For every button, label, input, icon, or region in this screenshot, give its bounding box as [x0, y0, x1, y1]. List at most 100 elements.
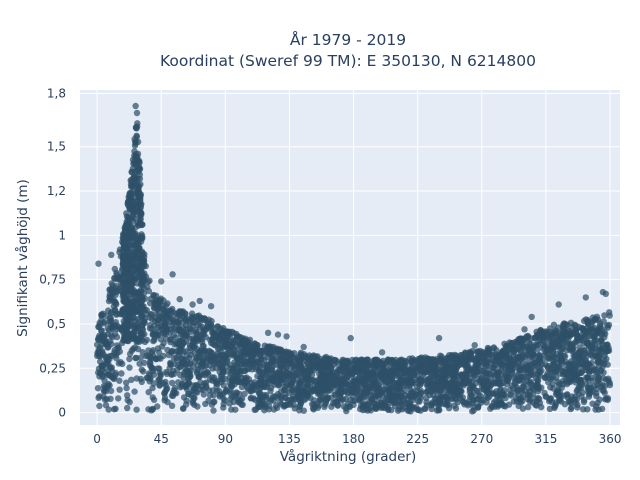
data-point [308, 387, 315, 395]
data-point [308, 353, 316, 361]
data-point [168, 402, 176, 409]
data-point [400, 382, 407, 389]
data-point [295, 357, 302, 365]
data-point [601, 382, 609, 390]
data-point [388, 392, 395, 399]
data-point [589, 400, 596, 407]
data-point [180, 375, 187, 382]
data-point [261, 356, 268, 363]
data-point [289, 393, 297, 400]
data-point [209, 340, 217, 347]
y-tick-label: 0 [58, 406, 66, 420]
data-point [338, 389, 345, 396]
data-point [584, 317, 591, 324]
data-point [125, 334, 132, 342]
data-point [586, 391, 593, 398]
data-point [398, 359, 405, 366]
data-point [461, 379, 468, 387]
data-point [116, 348, 124, 355]
data-point [523, 333, 530, 340]
data-point [158, 278, 165, 285]
data-point [458, 371, 465, 378]
data-point [378, 349, 386, 356]
data-point [156, 378, 164, 385]
data-point [472, 369, 480, 376]
data-point [160, 297, 167, 304]
data-point [113, 333, 121, 341]
x-axis-label: Vågriktning (grader) [280, 448, 417, 465]
data-point [128, 183, 135, 191]
data-point [196, 297, 203, 305]
data-point [277, 356, 284, 363]
data-point [340, 364, 347, 371]
data-point [450, 391, 458, 399]
data-point [135, 335, 143, 342]
data-point [578, 369, 585, 377]
data-point [579, 389, 586, 396]
data-point [126, 355, 133, 363]
data-point [484, 359, 491, 366]
data-point [317, 375, 324, 383]
data-point [565, 360, 573, 367]
data-point [370, 380, 377, 387]
data-point [208, 324, 215, 331]
data-point [546, 405, 554, 413]
data-point [94, 385, 102, 392]
data-point [555, 301, 562, 308]
data-point [435, 382, 442, 390]
data-point [131, 344, 138, 351]
data-point [217, 375, 225, 383]
data-point [163, 319, 170, 326]
data-point [112, 405, 119, 412]
data-point [169, 305, 176, 313]
data-point [452, 368, 460, 375]
data-point [404, 368, 411, 376]
data-point [269, 377, 277, 384]
data-point [172, 348, 180, 355]
data-point [443, 381, 450, 388]
data-point [508, 371, 516, 378]
data-point [581, 361, 589, 368]
data-point [152, 328, 159, 335]
data-point [363, 393, 370, 400]
x-tick-label: 315 [534, 432, 557, 446]
data-point [283, 368, 290, 376]
data-point [519, 405, 527, 412]
data-point [582, 294, 589, 301]
data-point [157, 336, 164, 343]
data-point [314, 353, 321, 360]
data-point [274, 331, 282, 338]
y-tick-label: 0,25 [39, 361, 66, 375]
data-point [482, 393, 490, 400]
data-point [574, 401, 581, 408]
data-point [414, 377, 422, 384]
data-point [228, 406, 235, 413]
data-point [121, 240, 129, 247]
data-point [183, 361, 191, 368]
data-point [273, 404, 281, 411]
data-point [474, 353, 482, 360]
data-point [109, 334, 116, 341]
data-point [182, 348, 189, 355]
data-point [532, 401, 539, 409]
data-point [122, 265, 129, 272]
x-tick-label: 45 [154, 432, 169, 446]
data-point [565, 376, 572, 383]
data-point [561, 368, 568, 376]
data-point [298, 369, 305, 376]
data-point [489, 390, 496, 397]
data-point [309, 405, 317, 412]
data-point [534, 394, 542, 402]
data-point [235, 355, 242, 363]
data-point [138, 276, 145, 283]
data-point [180, 405, 187, 412]
data-point [127, 177, 134, 184]
data-point [214, 350, 221, 357]
data-point [139, 312, 146, 320]
data-point [152, 355, 159, 362]
data-point [126, 192, 133, 199]
data-point [561, 320, 568, 328]
data-point [136, 244, 143, 252]
data-point [376, 371, 383, 379]
data-point [117, 359, 124, 366]
